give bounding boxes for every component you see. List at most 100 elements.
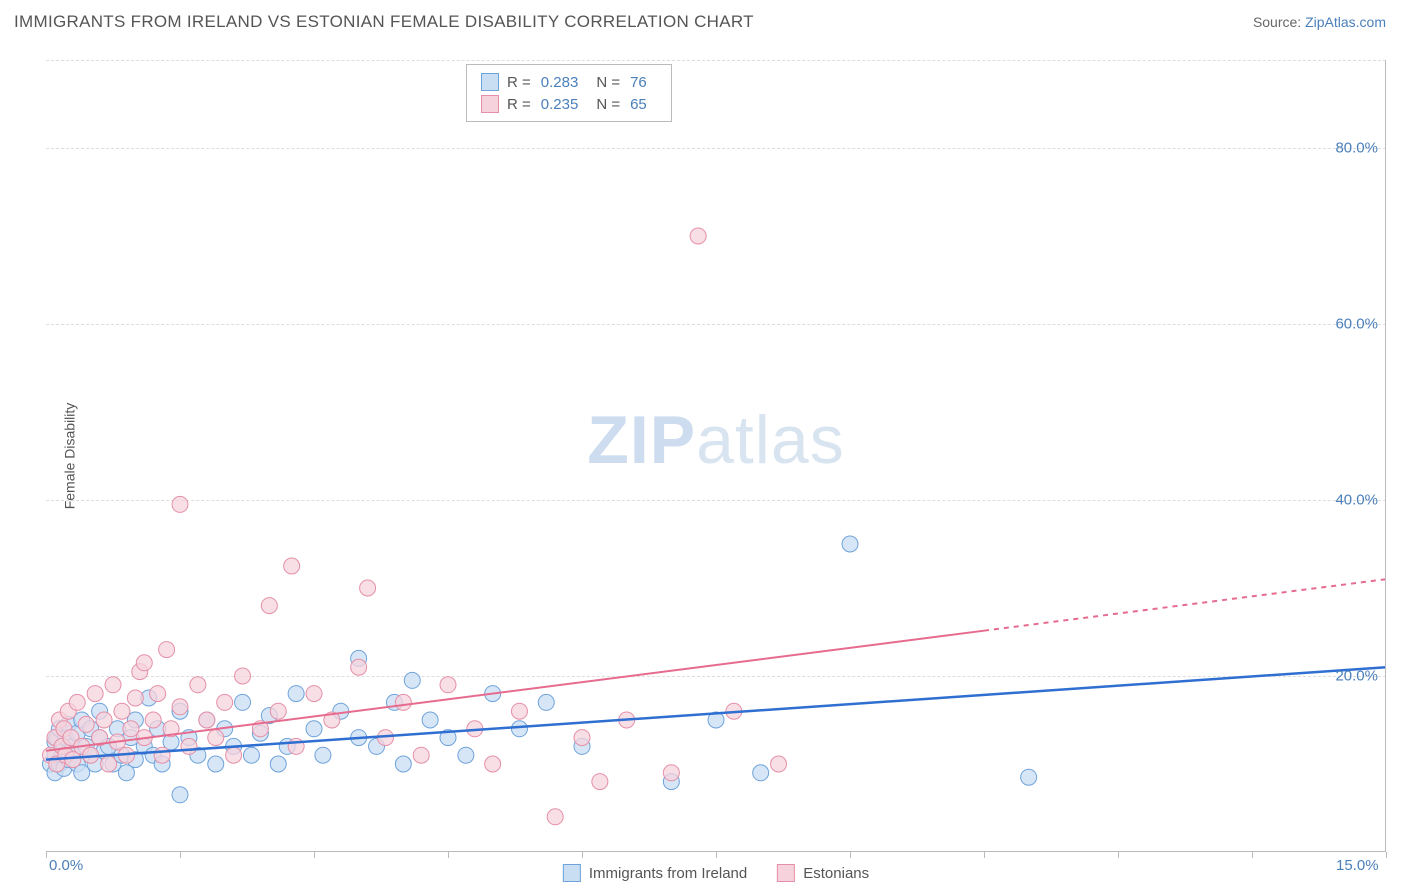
legend-swatch-ireland xyxy=(563,864,581,882)
data-point-estonians xyxy=(574,730,590,746)
source-attribution: Source: ZipAtlas.com xyxy=(1253,14,1386,30)
data-point-estonians xyxy=(284,558,300,574)
data-point-ireland xyxy=(306,721,322,737)
data-point-ireland xyxy=(270,756,286,772)
data-point-estonians xyxy=(154,747,170,763)
y-tick-label: 40.0% xyxy=(1335,492,1378,509)
x-tick xyxy=(582,852,583,858)
legend-label-ireland: Immigrants from Ireland xyxy=(589,865,747,882)
legend-item-ireland: Immigrants from Ireland xyxy=(563,864,747,882)
n-label: N = xyxy=(596,96,620,113)
data-point-estonians xyxy=(101,756,117,772)
y-tick-label: 20.0% xyxy=(1335,668,1378,685)
n-value-ireland: 76 xyxy=(630,74,647,91)
data-point-estonians xyxy=(105,677,121,693)
stats-row-estonians: R =0.235N =65 xyxy=(481,93,657,115)
stats-row-ireland: R = 0.283 N = 76 xyxy=(481,71,657,93)
legend-label-estonians: Estonians xyxy=(803,865,869,882)
data-point-estonians xyxy=(511,703,527,719)
data-point-estonians xyxy=(114,703,130,719)
scatter-plot xyxy=(46,60,1386,852)
data-point-estonians xyxy=(159,642,175,658)
x-tick-label: 15.0% xyxy=(1336,857,1379,874)
data-point-ireland xyxy=(422,712,438,728)
legend-swatch-estonians xyxy=(777,864,795,882)
data-point-estonians xyxy=(663,765,679,781)
data-point-estonians xyxy=(485,756,501,772)
y-axis-right xyxy=(1385,60,1386,852)
x-tick xyxy=(1252,852,1253,858)
data-point-estonians xyxy=(136,655,152,671)
data-point-ireland xyxy=(395,756,411,772)
data-point-ireland xyxy=(235,694,251,710)
data-point-estonians xyxy=(440,677,456,693)
data-point-estonians xyxy=(87,686,103,702)
data-point-estonians xyxy=(306,686,322,702)
data-point-ireland xyxy=(243,747,259,763)
data-point-ireland xyxy=(208,756,224,772)
data-point-ireland xyxy=(1021,769,1037,785)
data-point-estonians xyxy=(395,694,411,710)
data-point-estonians xyxy=(270,703,286,719)
data-point-ireland xyxy=(458,747,474,763)
data-point-ireland xyxy=(172,787,188,803)
x-tick xyxy=(1386,852,1387,858)
data-point-estonians xyxy=(217,694,233,710)
source-link[interactable]: ZipAtlas.com xyxy=(1305,14,1386,30)
data-point-estonians xyxy=(78,716,94,732)
data-point-estonians xyxy=(69,694,85,710)
data-point-estonians xyxy=(172,496,188,512)
x-tick xyxy=(314,852,315,858)
data-point-estonians xyxy=(592,774,608,790)
data-point-estonians xyxy=(771,756,787,772)
x-tick xyxy=(984,852,985,858)
source-label: Source: xyxy=(1253,14,1301,30)
data-point-estonians xyxy=(226,747,242,763)
swatch-ireland xyxy=(481,73,499,91)
x-tick xyxy=(716,852,717,858)
data-point-ireland xyxy=(753,765,769,781)
data-point-ireland xyxy=(315,747,331,763)
data-point-estonians xyxy=(413,747,429,763)
n-label: N = xyxy=(596,74,620,91)
x-tick xyxy=(448,852,449,858)
y-tick-label: 80.0% xyxy=(1335,140,1378,157)
data-point-estonians xyxy=(261,598,277,614)
x-tick xyxy=(1118,852,1119,858)
trend-line-extrapolated-estonians xyxy=(984,579,1386,630)
r-value-ireland: 0.283 xyxy=(541,74,579,91)
x-tick xyxy=(180,852,181,858)
data-point-estonians xyxy=(145,712,161,728)
chart-area: Female Disability ZIPatlas 0.0%15.0% 20.… xyxy=(46,60,1386,852)
data-point-ireland xyxy=(511,721,527,737)
data-point-estonians xyxy=(351,659,367,675)
data-point-estonians xyxy=(235,668,251,684)
data-point-ireland xyxy=(842,536,858,552)
data-point-estonians xyxy=(127,690,143,706)
n-value-estonians: 65 xyxy=(630,96,647,113)
x-tick xyxy=(46,852,47,858)
data-point-estonians xyxy=(547,809,563,825)
data-point-ireland xyxy=(538,694,554,710)
r-label: R = xyxy=(507,74,531,91)
x-tick-label: 0.0% xyxy=(49,857,83,874)
data-point-estonians xyxy=(181,738,197,754)
data-point-estonians xyxy=(199,712,215,728)
legend-item-estonians: Estonians xyxy=(777,864,869,882)
chart-title: IMMIGRANTS FROM IRELAND VS ESTONIAN FEMA… xyxy=(14,12,754,32)
data-point-estonians xyxy=(208,730,224,746)
swatch-estonians xyxy=(481,95,499,113)
r-value-estonians: 0.235 xyxy=(541,96,579,113)
data-point-estonians xyxy=(96,712,112,728)
data-point-estonians xyxy=(190,677,206,693)
x-tick xyxy=(850,852,851,858)
data-point-ireland xyxy=(404,672,420,688)
series-legend: Immigrants from Ireland Estonians xyxy=(563,864,869,882)
data-point-estonians xyxy=(690,228,706,244)
data-point-estonians xyxy=(172,699,188,715)
y-tick-label: 60.0% xyxy=(1335,316,1378,333)
data-point-ireland xyxy=(288,686,304,702)
data-point-estonians xyxy=(150,686,166,702)
correlation-stats-legend: R = 0.283 N = 76R = 0.235 N = 65 xyxy=(466,64,672,122)
data-point-estonians xyxy=(360,580,376,596)
